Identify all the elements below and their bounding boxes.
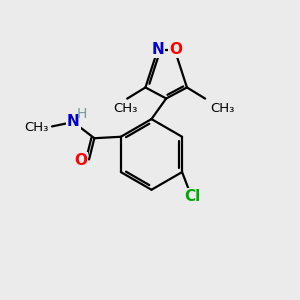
Text: CH₃: CH₃: [211, 102, 235, 115]
Text: N: N: [151, 42, 164, 57]
Text: CH₃: CH₃: [113, 102, 138, 115]
Text: Cl: Cl: [184, 189, 200, 204]
Text: O: O: [74, 152, 87, 167]
Text: CH₃: CH₃: [24, 121, 48, 134]
Text: N: N: [67, 114, 80, 129]
Text: H: H: [76, 107, 87, 121]
Text: O: O: [169, 42, 182, 57]
